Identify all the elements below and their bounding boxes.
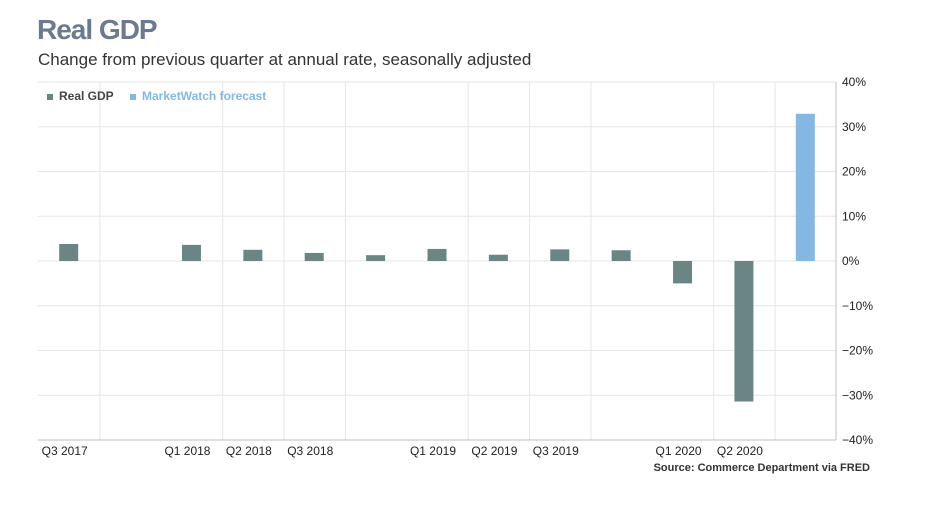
y-tick-labels: 40% 30% 20% 10% 0% −10% −20% −30% −40% — [842, 75, 873, 447]
x-tick-label: Q2 2019 — [471, 444, 517, 458]
bar-q3-2020 — [795, 113, 815, 262]
bar-q1-2020 — [673, 261, 693, 284]
legend-label-marketwatch-forecast: MarketWatch forecast — [142, 89, 266, 103]
y-tick-label: −40% — [842, 433, 873, 447]
bars — [59, 113, 815, 402]
legend-swatch-real-gdp — [47, 94, 53, 100]
axes — [38, 82, 837, 441]
x-tick-label: Q3 2019 — [533, 444, 579, 458]
bar-q1-2018 — [181, 244, 201, 261]
y-tick-label: 40% — [842, 75, 866, 89]
bar-q3-2018 — [304, 252, 324, 261]
y-tick-label: −20% — [842, 344, 873, 358]
bar-q4-2018 — [366, 255, 386, 261]
x-tick-label: Q1 2019 — [410, 444, 456, 458]
bar-q1-2019 — [427, 248, 447, 261]
bar-q2-2018 — [243, 249, 263, 261]
x-tick-label: Q1 2018 — [164, 444, 210, 458]
chart-title: Real GDP — [37, 14, 158, 45]
bar-q4-2019 — [611, 250, 631, 261]
x-tick-label: Q2 2020 — [717, 444, 763, 458]
bar-q2-2019 — [488, 254, 508, 261]
legend-swatch-marketwatch-forecast — [130, 94, 136, 100]
x-tick-label: Q2 2018 — [226, 444, 272, 458]
x-tick-label: Q3 2018 — [287, 444, 333, 458]
source-note: Source: Commerce Department via FRED — [653, 462, 870, 474]
bar-q3-2019 — [550, 249, 570, 261]
y-tick-label: 10% — [842, 209, 866, 223]
y-tick-label: −30% — [842, 388, 873, 402]
y-tick-label: 20% — [842, 165, 866, 179]
bar-q3-2017 — [59, 243, 79, 261]
legend-label-real-gdp: Real GDP — [59, 89, 114, 103]
y-tick-label: −10% — [842, 299, 873, 313]
x-tick-label: Q3 2017 — [42, 444, 88, 458]
legend: Real GDP MarketWatch forecast — [47, 89, 266, 103]
y-tick-label: 0% — [842, 254, 860, 268]
y-tick-label: 30% — [842, 120, 866, 134]
bar-q2-2020 — [734, 261, 754, 402]
x-tick-labels: Q3 2017 Q1 2018 Q2 2018 Q3 2018 Q1 2019 Q2 20… — [42, 444, 764, 458]
x-tick-label: Q1 2020 — [656, 444, 702, 458]
chart-subtitle: Change from previous quarter at annual r… — [38, 50, 532, 69]
